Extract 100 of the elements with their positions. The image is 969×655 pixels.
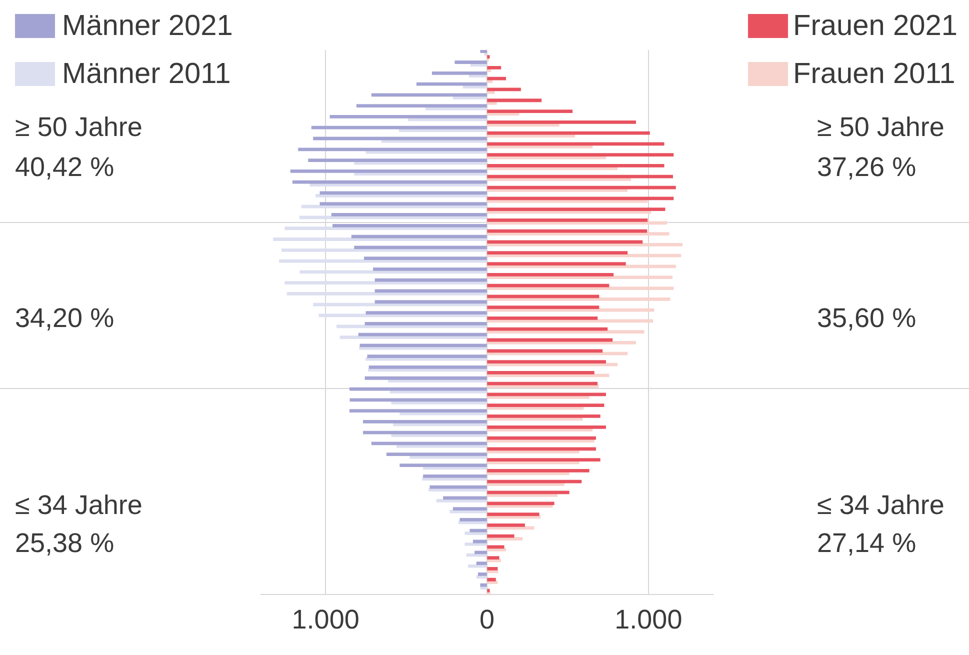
bar	[470, 528, 487, 532]
bar	[331, 213, 487, 216]
bar	[487, 229, 648, 233]
bar	[313, 302, 487, 306]
bar	[364, 256, 487, 260]
bar	[487, 382, 598, 386]
text: 25,38 %	[15, 528, 114, 559]
bar	[487, 548, 506, 552]
bar	[487, 76, 506, 80]
bar	[466, 553, 487, 557]
bar	[354, 246, 487, 250]
bar	[487, 101, 497, 105]
bar	[476, 562, 487, 565]
bar	[432, 71, 487, 75]
bar	[487, 286, 674, 290]
bar	[484, 52, 487, 56]
bar	[487, 502, 554, 506]
bar	[487, 512, 540, 516]
bar	[487, 153, 674, 157]
bar	[330, 115, 487, 118]
bar	[364, 376, 487, 380]
bar	[487, 174, 673, 178]
bar	[487, 480, 582, 484]
bar	[286, 292, 487, 296]
bar	[474, 550, 487, 554]
bar	[487, 567, 498, 570]
bar	[311, 126, 487, 130]
bar	[340, 336, 487, 339]
text: 35,60 %	[817, 303, 916, 334]
bar	[423, 474, 487, 478]
bar	[487, 327, 608, 331]
bar	[487, 306, 600, 310]
bar	[487, 218, 648, 222]
bar	[487, 425, 606, 429]
bar	[363, 430, 487, 434]
bar	[487, 404, 604, 408]
bar	[454, 60, 487, 64]
text: 34,20 %	[15, 303, 114, 334]
bar	[436, 498, 487, 502]
bar	[487, 341, 636, 344]
bar	[487, 558, 502, 562]
bar	[487, 352, 628, 356]
text: 27,14 %	[817, 528, 916, 559]
bar	[487, 556, 500, 560]
bar	[487, 196, 674, 200]
text: ≤ 34 Jahre	[817, 490, 944, 521]
bar	[487, 262, 626, 266]
bar	[386, 452, 487, 456]
bar	[364, 322, 487, 326]
bar	[487, 447, 596, 451]
legend-label: Männer 2011	[62, 58, 231, 90]
x-tick-label: 1.000	[292, 604, 360, 634]
bar	[281, 248, 487, 252]
bar	[452, 507, 487, 511]
bar	[400, 464, 487, 467]
bar	[487, 254, 682, 258]
bar	[478, 572, 487, 576]
bar	[487, 458, 600, 462]
bar	[363, 420, 487, 424]
bar	[332, 224, 487, 228]
bar	[487, 316, 598, 320]
bar	[464, 542, 487, 546]
bar	[487, 208, 666, 211]
bar	[373, 268, 487, 271]
bar	[487, 360, 606, 364]
text: 40,42 %	[15, 152, 114, 183]
bar	[487, 90, 495, 94]
bar	[460, 518, 487, 522]
bar	[308, 158, 487, 162]
bar	[487, 272, 614, 276]
bar	[298, 148, 487, 152]
bar	[487, 545, 504, 549]
bar	[487, 110, 573, 113]
bar	[374, 278, 487, 282]
legend-label: Frauen 2011	[793, 58, 956, 90]
bar	[366, 311, 487, 314]
bar	[480, 583, 487, 587]
bar	[443, 496, 487, 500]
bar	[487, 523, 525, 527]
bar	[487, 370, 594, 374]
bar	[487, 414, 600, 418]
bar	[487, 578, 496, 582]
bar	[367, 354, 487, 358]
x-tick-label: 0	[479, 604, 495, 634]
bar	[349, 409, 487, 412]
bar	[320, 202, 487, 206]
bar	[374, 300, 487, 304]
bar	[487, 588, 490, 592]
bar	[487, 297, 670, 301]
bar	[290, 169, 487, 173]
legend-label: Frauen 2021	[793, 10, 958, 42]
bar	[487, 294, 600, 298]
text: ≤ 34 Jahre	[15, 490, 142, 521]
text: ≥ 50 Jahre	[15, 112, 142, 143]
bar	[487, 349, 603, 353]
legend-label: Männer 2021	[62, 10, 233, 42]
bar	[487, 120, 636, 124]
bar	[487, 66, 502, 70]
bar	[487, 534, 514, 538]
bar	[487, 164, 664, 168]
